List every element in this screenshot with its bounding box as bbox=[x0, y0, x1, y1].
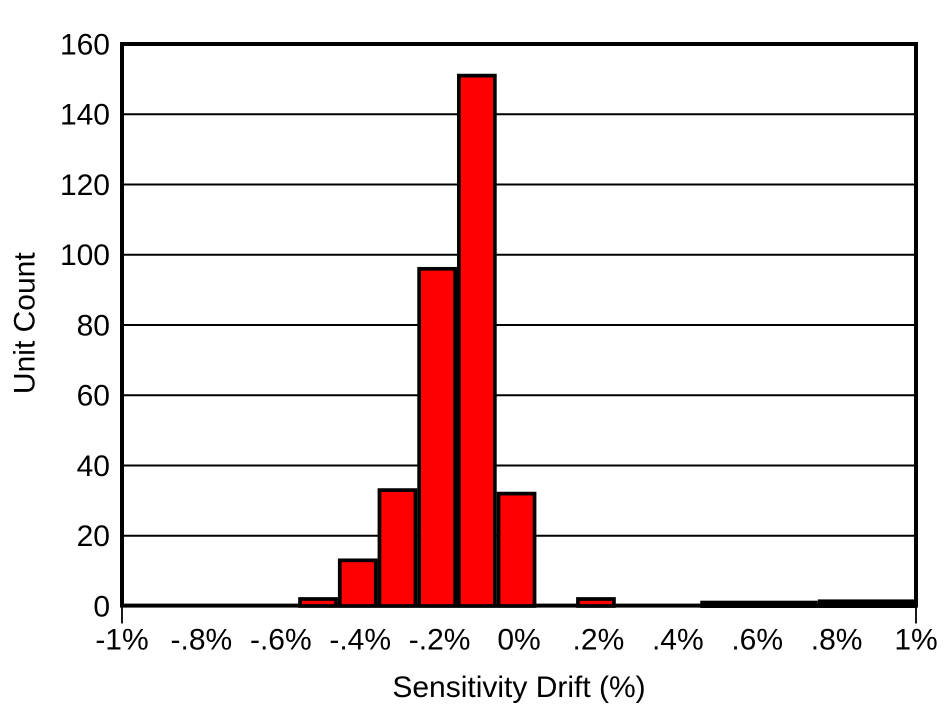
svg-text:20: 20 bbox=[77, 520, 110, 553]
svg-text:-.2%: -.2% bbox=[409, 623, 471, 656]
svg-text:100: 100 bbox=[60, 239, 110, 272]
svg-text:1%: 1% bbox=[894, 623, 937, 656]
svg-text:-.4%: -.4% bbox=[329, 623, 391, 656]
svg-text:.6%: .6% bbox=[731, 623, 783, 656]
svg-text:120: 120 bbox=[60, 169, 110, 202]
svg-text:.2%: .2% bbox=[573, 623, 625, 656]
svg-text:Sensitivity Drift (%): Sensitivity Drift (%) bbox=[392, 671, 645, 704]
svg-text:0: 0 bbox=[93, 590, 110, 623]
svg-text:80: 80 bbox=[77, 309, 110, 342]
svg-text:60: 60 bbox=[77, 380, 110, 413]
svg-text:40: 40 bbox=[77, 450, 110, 483]
svg-text:160: 160 bbox=[60, 28, 110, 61]
svg-text:-.8%: -.8% bbox=[171, 623, 233, 656]
svg-text:-1%: -1% bbox=[95, 623, 148, 656]
svg-text:140: 140 bbox=[60, 99, 110, 132]
svg-text:.4%: .4% bbox=[652, 623, 704, 656]
svg-text:-.6%: -.6% bbox=[250, 623, 312, 656]
svg-text:.8%: .8% bbox=[811, 623, 863, 656]
svg-text:Unit Count: Unit Count bbox=[9, 252, 42, 394]
svg-text:0%: 0% bbox=[497, 623, 540, 656]
